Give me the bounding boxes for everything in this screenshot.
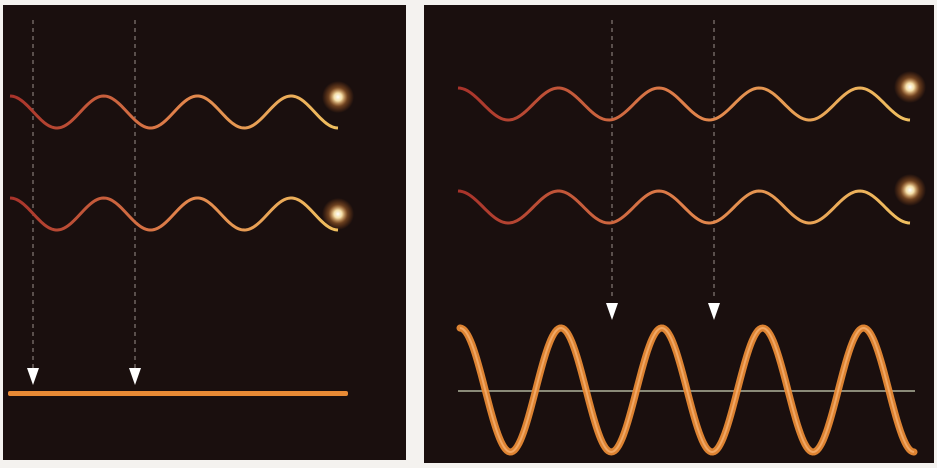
resultant-amplified-wave-highlight xyxy=(459,326,915,454)
source-wave xyxy=(457,174,926,225)
light-source-glow-icon xyxy=(894,174,926,206)
light-source-glow-icon xyxy=(322,81,354,113)
light-source-glow-icon xyxy=(894,71,926,103)
resultant-flat-line xyxy=(8,391,348,396)
down-arrow-icon xyxy=(129,368,141,385)
down-arrow-icon xyxy=(27,368,39,385)
panel-constructive xyxy=(424,5,934,463)
panel-destructive xyxy=(3,5,406,460)
panel-background xyxy=(3,5,406,460)
source-wave xyxy=(9,81,354,130)
down-arrow-icon xyxy=(708,303,720,320)
light-source-glow-icon xyxy=(322,198,354,230)
panel-background xyxy=(424,5,934,463)
source-wave xyxy=(457,71,926,122)
source-wave xyxy=(9,196,354,232)
down-arrow-icon xyxy=(606,303,618,320)
